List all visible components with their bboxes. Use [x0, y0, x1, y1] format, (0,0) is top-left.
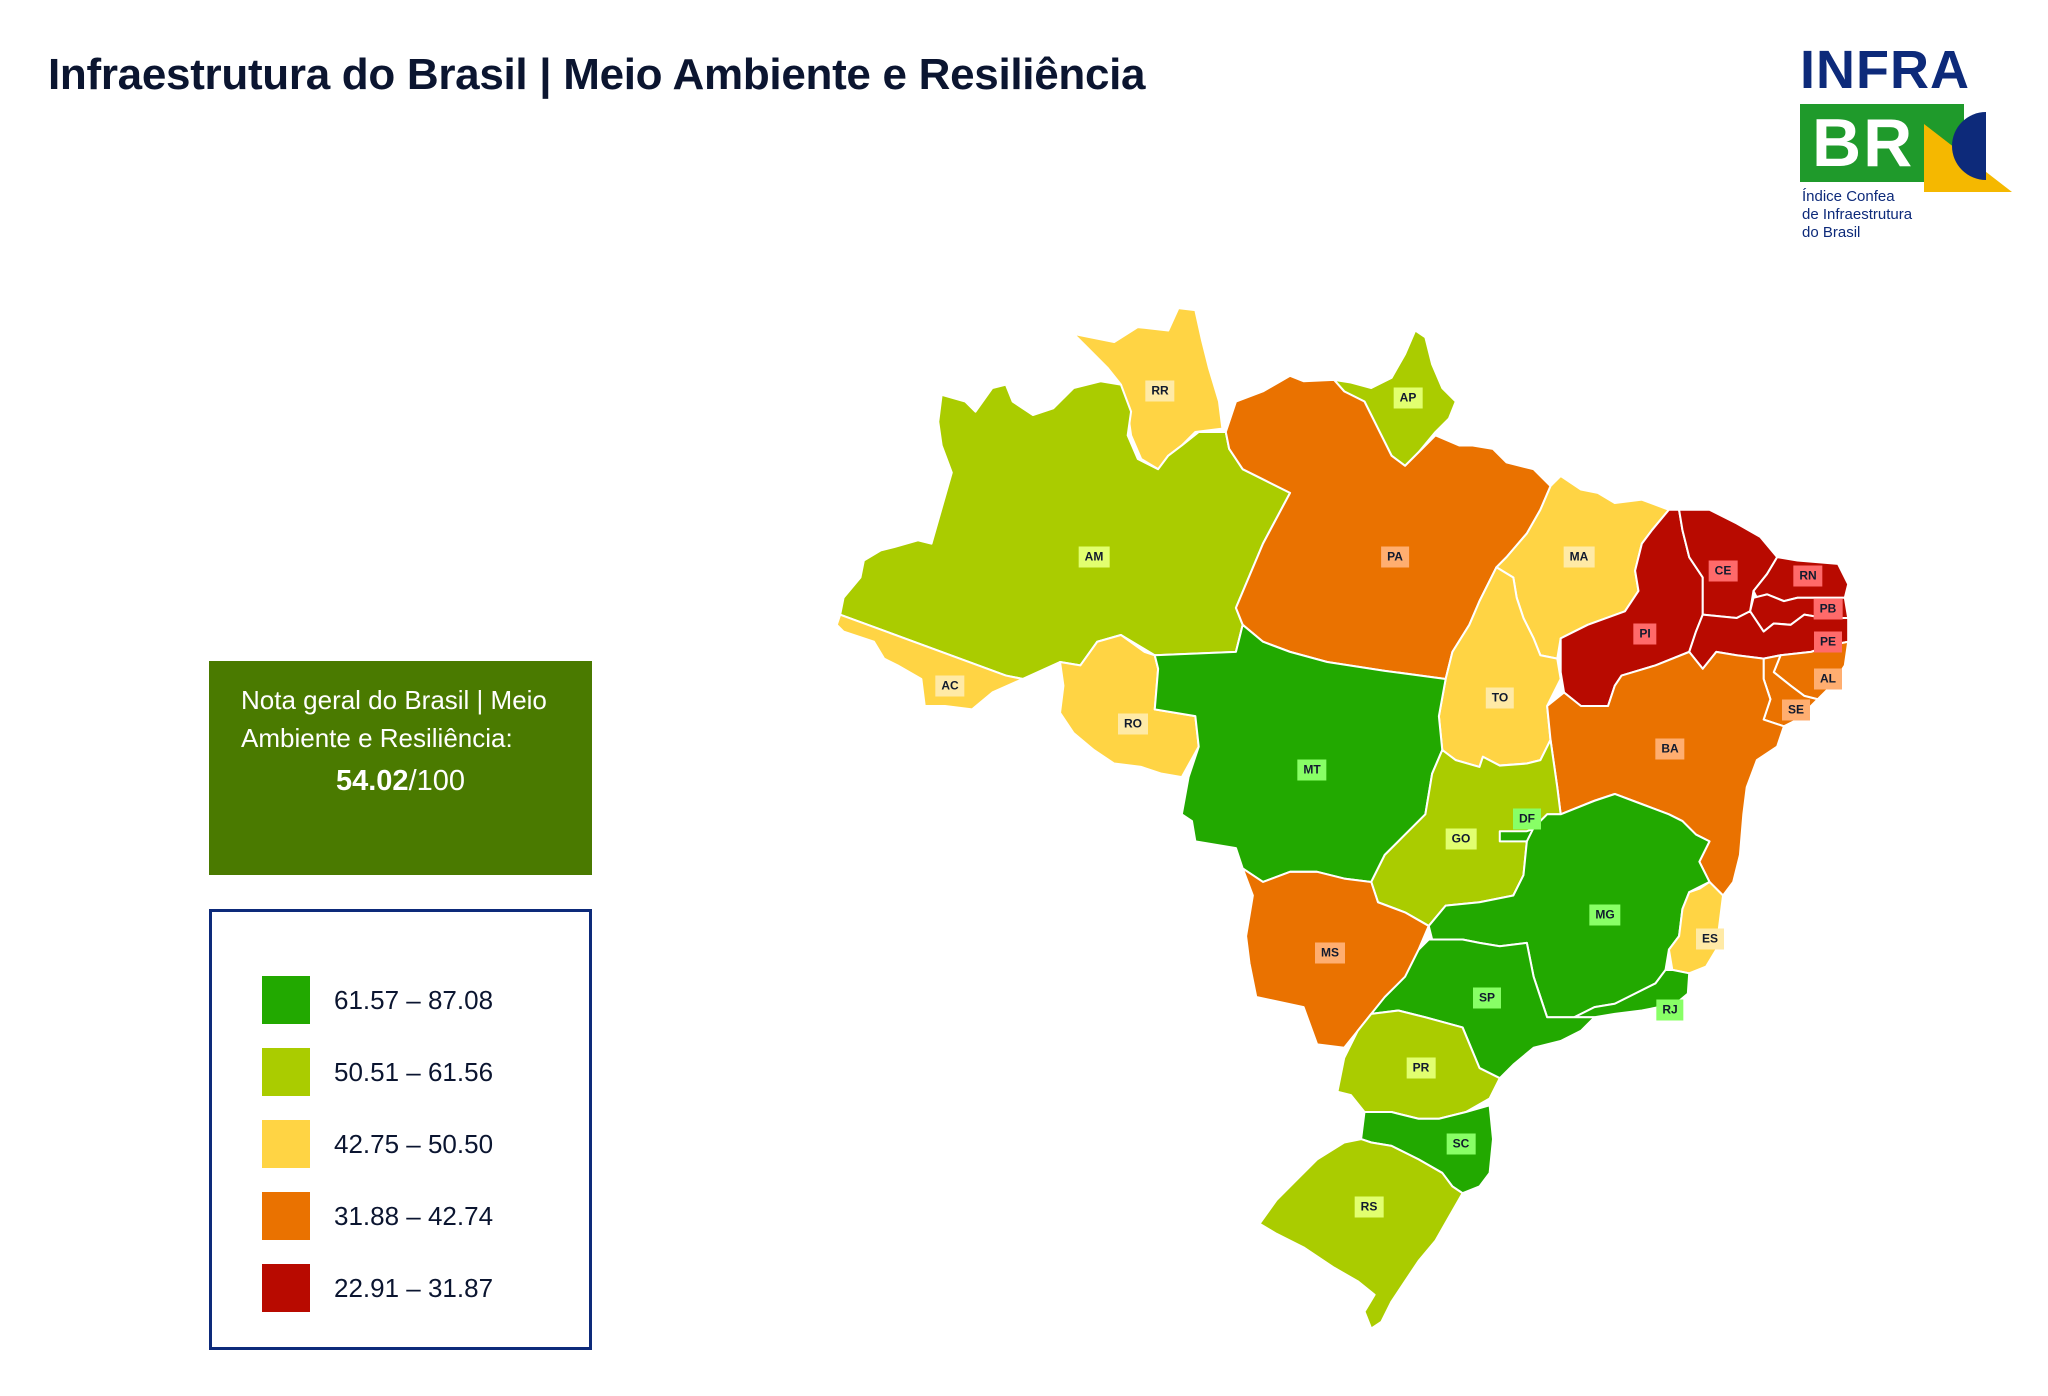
- logo-subtitle-line: de Infraestrutura: [1802, 206, 1913, 223]
- legend-item: 61.57 – 87.08: [262, 976, 493, 1024]
- overall-score-value: 54.02/100: [241, 765, 560, 798]
- legend-swatch: [262, 1192, 310, 1240]
- state-label-PB: PB: [1813, 598, 1843, 620]
- legend-range: 61.57 – 87.08: [334, 984, 494, 1015]
- legend-item: 22.91 – 31.87: [262, 1264, 493, 1312]
- score-suffix: /100: [408, 765, 466, 797]
- state-label-PA: PA: [1381, 546, 1409, 568]
- state-label-RO: RO: [1118, 713, 1148, 735]
- state-label-TO: TO: [1485, 687, 1515, 709]
- legend-range: 42.75 – 50.50: [334, 1128, 494, 1159]
- logo-br-text: BR: [1812, 105, 1915, 181]
- legend-item: 42.75 – 50.50: [262, 1120, 493, 1168]
- state-label-PR: PR: [1406, 1057, 1436, 1079]
- legend-range: 31.88 – 42.74: [334, 1200, 494, 1231]
- state-label-MG: MG: [1589, 904, 1621, 926]
- logo-subtitle: Índice Confea de Infraestrutura do Brasi…: [1802, 188, 1912, 242]
- logo-flag-shape-icon: [1924, 112, 2012, 192]
- state-label-ES: ES: [1695, 928, 1725, 950]
- state-AC[interactable]: [835, 613, 1024, 711]
- state-label-GO: GO: [1445, 828, 1477, 850]
- legend-swatch: [262, 1120, 310, 1168]
- legend-swatch: [262, 1048, 310, 1096]
- state-label-SC: SC: [1446, 1133, 1476, 1155]
- state-label-DF: DF: [1513, 808, 1541, 830]
- legend-item: 31.88 – 42.74: [262, 1192, 493, 1240]
- state-label-RR: RR: [1145, 380, 1175, 402]
- state-label-AP: AP: [1393, 387, 1423, 409]
- state-label-SP: SP: [1472, 987, 1502, 1009]
- state-label-MA: MA: [1563, 546, 1595, 568]
- brazil-choropleth-map: [830, 300, 1880, 1380]
- logo-subtitle-line: do Brasil: [1802, 224, 1861, 241]
- legend-range: 50.51 – 61.56: [334, 1056, 494, 1087]
- legend-swatch: [262, 1264, 310, 1312]
- state-label-PE: PE: [1813, 631, 1843, 653]
- state-label-AM: AM: [1078, 546, 1110, 568]
- state-label-SE: SE: [1781, 699, 1811, 721]
- logo-infra-text: INFRA: [1800, 40, 1970, 100]
- score-number: 54.02: [335, 765, 409, 797]
- infra-br-logo: INFRA BR Índice Confea de Infraestrutura…: [1800, 42, 2020, 252]
- legend-item: 50.51 – 61.56: [262, 1048, 493, 1096]
- state-label-AC: AC: [935, 675, 965, 697]
- legend-range: 22.91 – 31.87: [334, 1272, 494, 1303]
- state-label-MS: MS: [1315, 942, 1345, 964]
- state-label-RS: RS: [1354, 1196, 1384, 1218]
- state-label-RJ: RJ: [1656, 999, 1684, 1021]
- map-legend: 61.57 – 87.08 50.51 – 61.56 42.75 – 50.5…: [209, 909, 592, 1350]
- state-RS[interactable]: [1258, 1138, 1464, 1330]
- state-label-PI: PI: [1633, 623, 1657, 645]
- state-label-CE: CE: [1708, 560, 1738, 582]
- state-label-RN: RN: [1793, 565, 1823, 587]
- logo-subtitle-line: Índice Confea: [1802, 188, 1895, 205]
- page-title: Infraestrutura do Brasil | Meio Ambiente…: [48, 50, 1146, 99]
- overall-score-label: Nota geral do Brasil | Meio Ambiente e R…: [241, 685, 547, 753]
- legend-swatch: [262, 976, 310, 1024]
- state-label-MT: MT: [1297, 759, 1327, 781]
- state-label-BA: BA: [1655, 738, 1685, 760]
- state-label-AL: AL: [1814, 668, 1842, 690]
- overall-score-box: Nota geral do Brasil | Meio Ambiente e R…: [209, 661, 592, 875]
